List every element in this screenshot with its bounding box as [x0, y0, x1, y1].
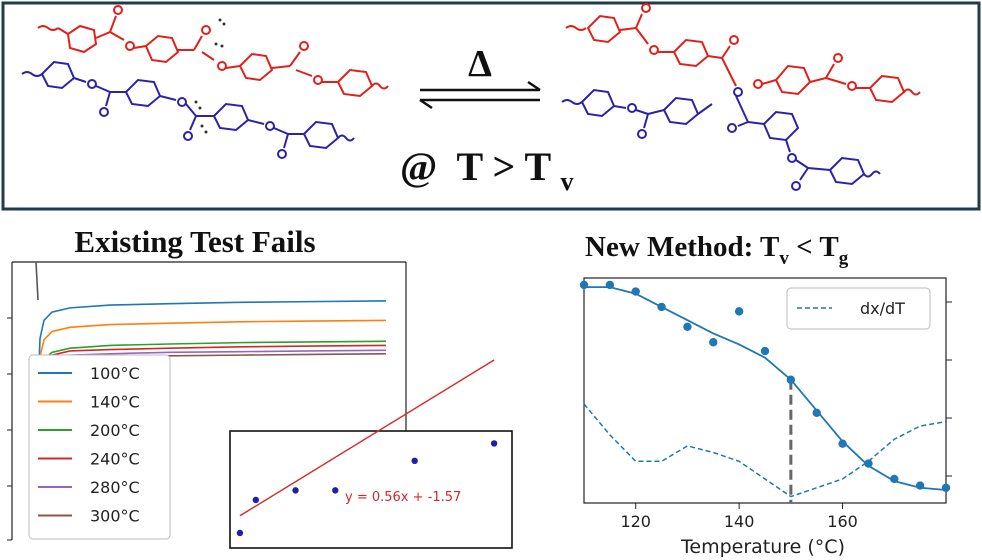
left-legend-label: 240°C: [90, 450, 140, 469]
right-chart: dx/dT 120 140 160 Temperature (°C): [579, 277, 952, 558]
left-initial-drop: [35, 261, 39, 301]
dxdt-dashed-line: [583, 403, 947, 498]
polymer-chain-red-left: [37, 5, 389, 98]
inset-data-point: [236, 529, 244, 537]
right-legend-label: dx/dT: [860, 299, 905, 318]
heat-symbol: Δ: [468, 43, 492, 85]
right-legend-box: [786, 287, 931, 330]
inset-data-point: [411, 457, 418, 465]
inset-data-point: [332, 487, 339, 494]
right-x-tick-label: 160: [827, 512, 858, 531]
left-legend: 100°C 140°C 200°C 240°C 280°C 300°C: [28, 354, 171, 540]
data-point: [579, 280, 589, 290]
inset-fit-equation: y = 0.56x + -1.57: [345, 490, 461, 505]
inset-content: [236, 359, 498, 537]
condition-main: T > T: [457, 144, 552, 189]
inset-plot: y = 0.56x + -1.57: [229, 359, 513, 549]
dotted-bond-markers: [194, 18, 226, 134]
left-series-line: [37, 319, 387, 393]
left-legend-label: 100°C: [90, 364, 140, 383]
left-legend-label: 280°C: [90, 478, 140, 497]
left-chart-title: Existing Test Fails: [74, 224, 315, 259]
right-x-ticks: 120 140 160: [620, 503, 858, 531]
data-point: [838, 439, 847, 448]
data-point: [709, 338, 718, 347]
data-point: [657, 302, 666, 312]
inset-frame: [229, 430, 513, 549]
condition-prefix: @: [400, 144, 437, 189]
data-point: [683, 322, 692, 332]
data-point: [605, 280, 615, 290]
right-legend: dx/dT: [786, 287, 931, 330]
left-legend-label: 140°C: [90, 393, 140, 412]
condition-label: @ T > T v: [400, 144, 573, 196]
polymer-chain-red-right: [565, 3, 921, 104]
data-point: [890, 474, 899, 484]
left-chart: 100°C 140°C 200°C 240°C 280°C 300°C y = 0.56x…: [7, 261, 513, 549]
inset-fit-line: [239, 359, 495, 517]
right-chart-title: New Method: Tv < Tg: [585, 231, 849, 269]
polymer-chain-blue-right: [561, 87, 881, 191]
data-point: [734, 307, 744, 316]
equilibrium-arrows: [419, 80, 541, 110]
fit-curve-line: [584, 286, 947, 491]
data-point: [941, 483, 951, 492]
condition-sub: v: [560, 167, 573, 196]
left-legend-label: 300°C: [90, 507, 140, 526]
data-point: [786, 375, 796, 384]
polymer-chain-blue-left: [21, 60, 355, 159]
right-x-tick-label: 120: [620, 512, 651, 531]
data-point: [760, 346, 770, 356]
right-plot-content: [579, 280, 952, 503]
left-legend-items: 100°C 140°C 200°C 240°C 280°C 300°C: [38, 364, 140, 526]
inset-data-point: [292, 487, 299, 494]
inset-data-point: [252, 496, 260, 504]
data-point: [812, 408, 821, 417]
left-y-ticks: [7, 317, 12, 541]
right-x-axis-label: Temperature (°C): [680, 536, 845, 558]
data-point: [864, 459, 873, 468]
inset-data-point: [490, 440, 498, 447]
data-point: [915, 481, 925, 490]
left-series-line: [37, 300, 387, 390]
right-x-tick-label: 140: [724, 512, 755, 531]
data-point: [631, 287, 640, 296]
left-legend-label: 200°C: [90, 421, 140, 440]
